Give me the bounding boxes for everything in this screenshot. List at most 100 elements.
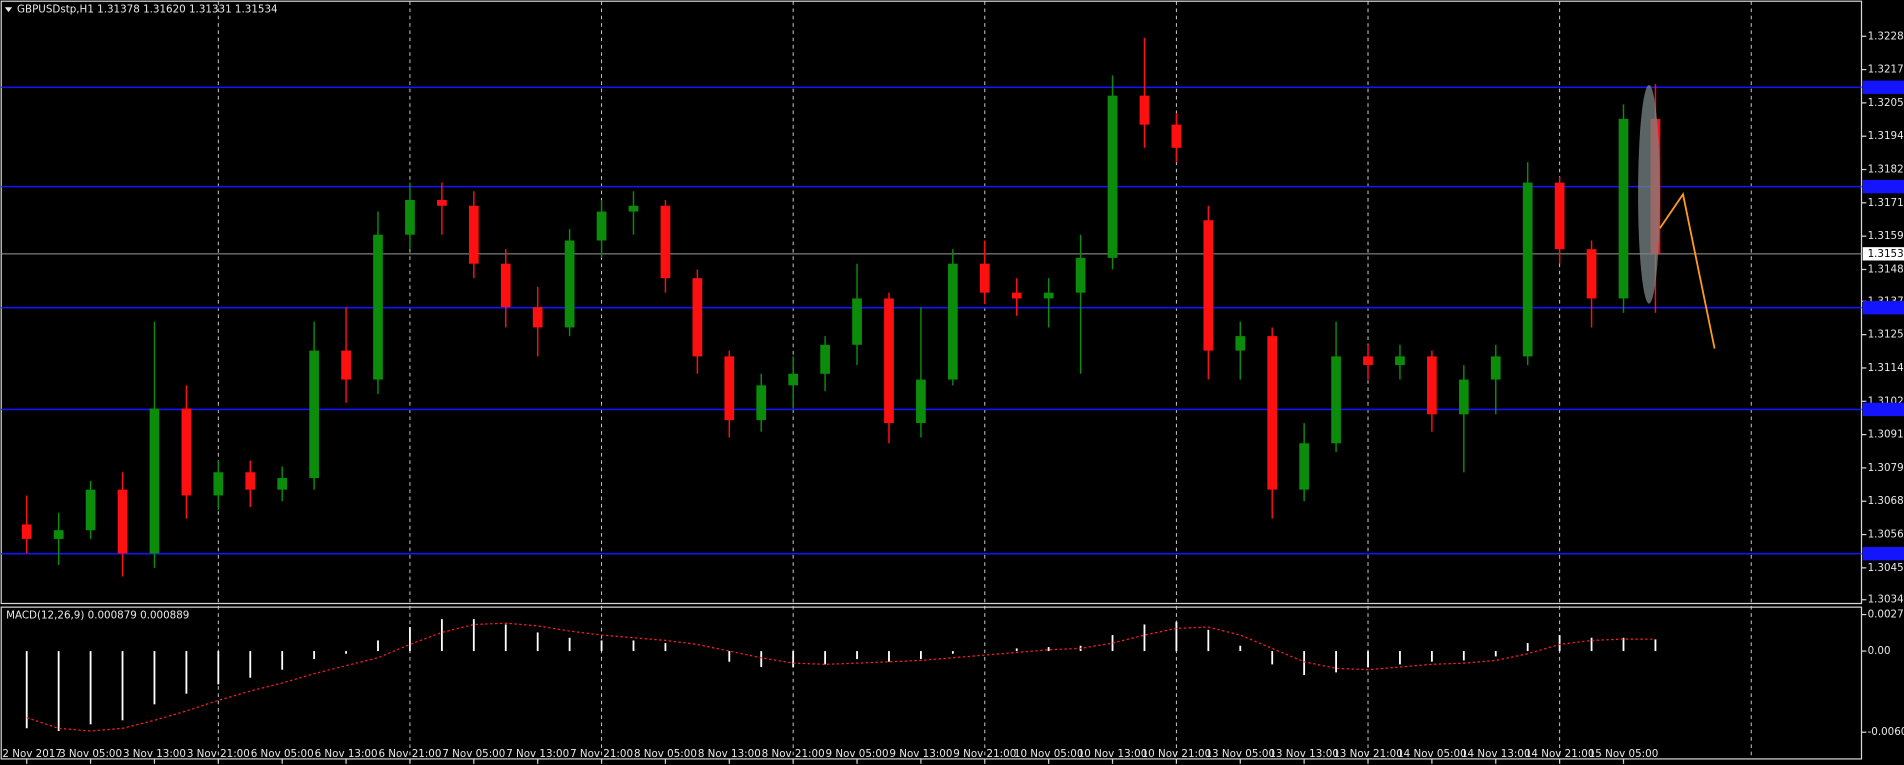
candle-body [1043,292,1054,299]
x-tick-label: 7 Nov 13:00 [506,748,569,760]
y-tick-label: 1.31480 [1868,263,1904,275]
x-tick-label: 14 Nov 13:00 [1461,748,1531,760]
x-tick-label: 14 Nov 21:00 [1525,748,1595,760]
x-tick-label: 10 Nov 13:00 [1078,748,1148,760]
x-tick-label: 13 Nov 21:00 [1333,748,1403,760]
x-tick-label: 2 Nov 2017 [2,748,62,760]
x-tick-label: 9 Nov 05:00 [826,748,889,760]
y-tick-label: 1.30910 [1868,429,1904,441]
candle-body [85,489,96,531]
candle-body [373,234,383,380]
candle-body [213,472,224,496]
candle-body [117,489,128,554]
y-tick-label: 1.31825 [1868,164,1904,176]
y-tick-label: 1.32170 [1868,64,1904,76]
x-tick-label: 10 Nov 21:00 [1142,748,1212,760]
last-price-label: 1.31534 [1868,248,1904,260]
price-title: GBPUSDstp,H1 1.31378 1.31620 1.31331 1.3… [17,4,278,16]
candle-body [277,478,288,490]
x-tick-label: 6 Nov 13:00 [315,748,378,760]
plot-layer [1,37,1862,732]
candle-body [1267,336,1278,490]
candle-body [788,373,799,386]
y-tick-label: 1.31140 [1868,362,1904,374]
y-tick-label: 1.32055 [1868,97,1904,109]
forecast-arrow[interactable] [1659,191,1716,349]
candle-body [245,472,256,490]
level-label [1862,402,1904,417]
x-tick-label: 3 Nov 05:00 [59,748,122,760]
x-tick-label: 10 Nov 05:00 [1014,748,1084,760]
candle-body [1490,356,1501,380]
candle-body [820,344,830,374]
level-label [1862,546,1904,561]
candle-body [596,211,607,241]
x-tick-label: 13 Nov 05:00 [1206,748,1276,760]
x-tick-label: 9 Nov 13:00 [889,748,952,760]
y-tick-label: 1.30565 [1868,529,1904,541]
candle-body [1618,118,1629,299]
y-tick-label: -0.006094 [1868,726,1904,738]
candle-body [692,278,703,357]
candle-body [437,199,447,206]
y-tick-label: 1.31710 [1868,197,1904,209]
candle-body [1235,336,1246,351]
candle-body [1395,356,1405,366]
candle-body [628,205,639,212]
x-tick-label: 8 Nov 13:00 [698,748,761,760]
candle-body [1171,124,1182,148]
candle-body [181,408,192,496]
y-tick-label: 1.30795 [1868,462,1904,474]
candle-body [532,307,543,328]
candle-body [309,350,319,479]
candle-body [884,298,894,424]
x-tick-label: 3 Nov 21:00 [187,748,250,760]
x-tick-label: 13 Nov 13:00 [1269,748,1339,760]
x-tick-label: 3 Nov 13:00 [123,748,186,760]
symbol-menu-icon[interactable] [4,7,13,13]
candle-body [468,205,479,264]
macd-pane-frame [0,606,1863,760]
candle-body [1203,220,1214,351]
x-tick-label: 6 Nov 05:00 [251,748,314,760]
x-tick-label: 7 Nov 05:00 [442,748,505,760]
x-tick-label: 8 Nov 05:00 [634,748,697,760]
y-tick-label: 1.30340 [1868,594,1904,606]
candle-body [756,385,767,421]
candle-body [916,379,926,424]
candle-body [947,263,958,380]
x-tick-label: 8 Nov 21:00 [762,748,825,760]
candle-body [341,350,351,380]
candle-body [1522,182,1533,357]
candle-body [1427,356,1437,415]
candle-body [149,408,160,554]
candle-body [852,298,862,345]
candle-body [564,240,575,328]
y-tick-label: 1.32285 [1868,30,1904,42]
candle-body [1554,182,1565,250]
x-tick-label: 14 Nov 05:00 [1397,748,1467,760]
last-price-box [1862,247,1904,261]
candle-body [53,530,64,539]
x-tick-label: 9 Nov 21:00 [953,748,1016,760]
candle-body [1075,257,1086,293]
candle-body [1011,292,1022,299]
y-tick-label: 1.31940 [1868,130,1904,142]
highlight-ellipse[interactable] [1638,85,1660,304]
level-label [1862,301,1904,315]
y-tick-label: 1.31255 [1868,329,1904,341]
candle-body [1586,249,1597,299]
y-tick-label: 1.30680 [1868,495,1904,507]
y-tick-label: 1.30450 [1868,562,1904,574]
candle-body [1139,95,1150,125]
level-label [1862,80,1904,94]
candle-body [979,263,990,293]
y-tick-label: 0.002742 [1868,609,1904,621]
x-tick-label: 6 Nov 21:00 [378,748,441,760]
candle-body [724,356,735,421]
macd-title: MACD(12,26,9) 0.000879 0.000889 [6,610,189,622]
price-pane-frame [0,0,1863,605]
